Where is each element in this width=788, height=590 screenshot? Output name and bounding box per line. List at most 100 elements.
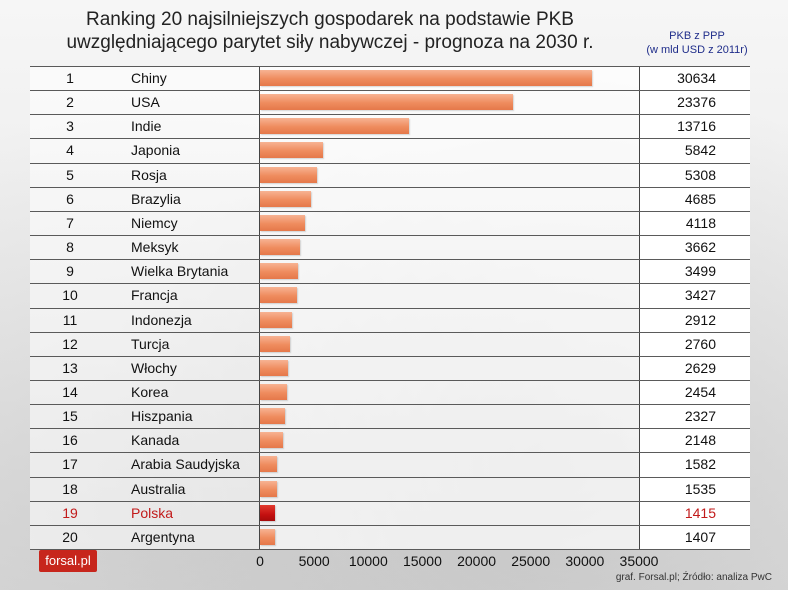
x-tick-label: 30000: [565, 553, 605, 569]
value-label: 2629: [684, 359, 716, 376]
bar: [260, 118, 409, 135]
rank-label: 4: [66, 142, 74, 159]
bar: [260, 311, 292, 328]
value-label: 1535: [684, 480, 716, 497]
unit-label: PKB z PPP (w mld USD z 2011r): [636, 29, 758, 57]
row-separator: [30, 283, 750, 285]
source-note: graf. Forsal.pl; Źródło: analiza PwC: [615, 572, 772, 583]
rank-label: 5: [66, 166, 74, 183]
rank-label: 16: [62, 432, 78, 449]
row-separator: [30, 186, 750, 188]
row-separator: [30, 404, 750, 406]
country-label: Polska: [131, 504, 174, 521]
x-tick-label: 15000: [402, 553, 442, 569]
row-separator: [30, 307, 750, 309]
value-label: 4118: [685, 214, 716, 231]
row-separator: [30, 90, 750, 92]
bar: [260, 287, 298, 304]
value-label: 1582: [684, 456, 716, 473]
rank-label: 1: [66, 70, 74, 86]
rank-label: 18: [62, 480, 78, 497]
value-label: 2327: [684, 408, 716, 425]
value-label: 5842: [684, 142, 716, 159]
value-label: 1407: [684, 528, 716, 545]
country-label: Niemcy: [131, 214, 178, 231]
rank-label: 15: [62, 408, 78, 425]
row-separator: [30, 476, 750, 478]
chart-title: Ranking 20 najsilniejszych gospodarek na…: [66, 9, 594, 53]
country-label: Francja: [131, 287, 178, 304]
bar: [260, 408, 286, 425]
row-separator: [30, 235, 750, 237]
value-label: 2912: [684, 311, 716, 328]
value-label: 2760: [684, 335, 716, 352]
row-separator: [30, 259, 750, 261]
value-label: 4685: [684, 190, 716, 207]
value-label: 13716: [677, 118, 716, 135]
row-separator: [30, 549, 750, 550]
rank-label: 7: [66, 214, 74, 231]
row-separator: [30, 452, 750, 454]
x-tick-label: 25000: [511, 553, 551, 569]
bar: [260, 480, 277, 497]
bar: [260, 528, 276, 545]
country-label: Chiny: [131, 70, 167, 86]
row-separator: [30, 114, 750, 116]
row-separator: [30, 500, 750, 502]
bar: [260, 190, 311, 207]
x-tick-label: 20000: [457, 553, 497, 569]
value-label: 2148: [684, 432, 716, 449]
country-label: Indie: [131, 118, 162, 135]
bar: [260, 504, 276, 521]
row-separator: [30, 210, 750, 212]
value-label: 3427: [684, 287, 716, 304]
rank-label: 20: [62, 528, 78, 545]
bar: [260, 142, 324, 159]
unit-label-line2: (w mld USD z 2011r): [646, 44, 748, 56]
value-label: 23376: [677, 94, 716, 111]
bar: [260, 214, 305, 231]
value-label: 1415: [684, 504, 716, 521]
rank-label: 9: [66, 263, 74, 280]
row-separator: [30, 524, 750, 526]
bar: [260, 383, 287, 400]
country-label: Rosja: [131, 166, 167, 183]
rank-label: 8: [66, 239, 74, 256]
rank-label: 13: [62, 359, 78, 376]
country-label: Japonia: [131, 142, 181, 159]
rank-label: 14: [62, 383, 78, 400]
row-separator: [30, 66, 750, 67]
rank-label: 2: [66, 94, 74, 111]
country-label: USA: [131, 94, 160, 111]
rank-label: 19: [62, 504, 78, 521]
rank-label: 11: [62, 311, 78, 328]
country-label: Wielka Brytania: [131, 263, 229, 280]
bar: [260, 166, 318, 183]
country-label: Kanada: [131, 432, 180, 449]
country-label: Indonezja: [131, 311, 192, 328]
country-label: Arabia Saudyjska: [131, 456, 240, 473]
country-label: Australia: [131, 480, 186, 497]
bar: [260, 94, 514, 111]
row-separator: [30, 138, 750, 140]
value-label: 3499: [684, 263, 716, 280]
country-label: Argentyna: [131, 528, 195, 545]
bar: [260, 432, 284, 449]
x-tick-label: 10000: [348, 553, 388, 569]
country-label: Brazylia: [131, 190, 181, 207]
rank-label: 3: [66, 118, 74, 135]
row-separator: [30, 355, 750, 357]
x-tick-label: 35000: [619, 553, 659, 569]
x-tick-label: 5000: [298, 553, 330, 569]
bar: [260, 263, 298, 280]
country-label: Włochy: [131, 359, 177, 376]
rank-label: 6: [66, 190, 74, 207]
unit-label-line1: PKB z PPP: [669, 30, 725, 42]
value-label: 30634: [677, 70, 716, 86]
x-tick-label: 0: [256, 553, 264, 569]
row-separator: [30, 331, 750, 333]
value-label: 3662: [684, 239, 716, 256]
country-label: Hiszpania: [131, 408, 193, 425]
value-label: 2454: [684, 383, 716, 400]
row-separator: [30, 428, 750, 430]
